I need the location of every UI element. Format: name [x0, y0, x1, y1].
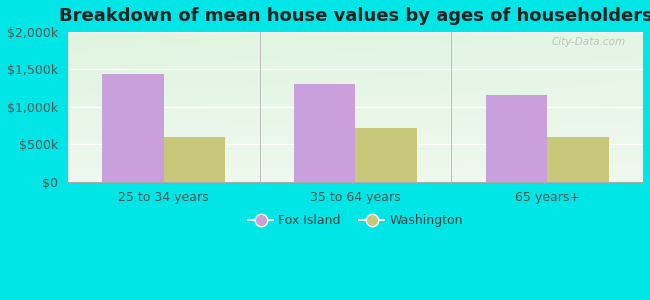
Bar: [164, 137, 225, 182]
Bar: [486, 95, 547, 182]
Title: Breakdown of mean house values by ages of householders: Breakdown of mean house values by ages o…: [58, 7, 650, 25]
Legend: Fox Island, Washington: Fox Island, Washington: [243, 209, 468, 232]
Text: City-Data.com: City-Data.com: [552, 37, 626, 46]
Bar: [294, 84, 356, 182]
Bar: [356, 128, 417, 182]
Bar: [102, 74, 164, 182]
Bar: [547, 137, 608, 182]
